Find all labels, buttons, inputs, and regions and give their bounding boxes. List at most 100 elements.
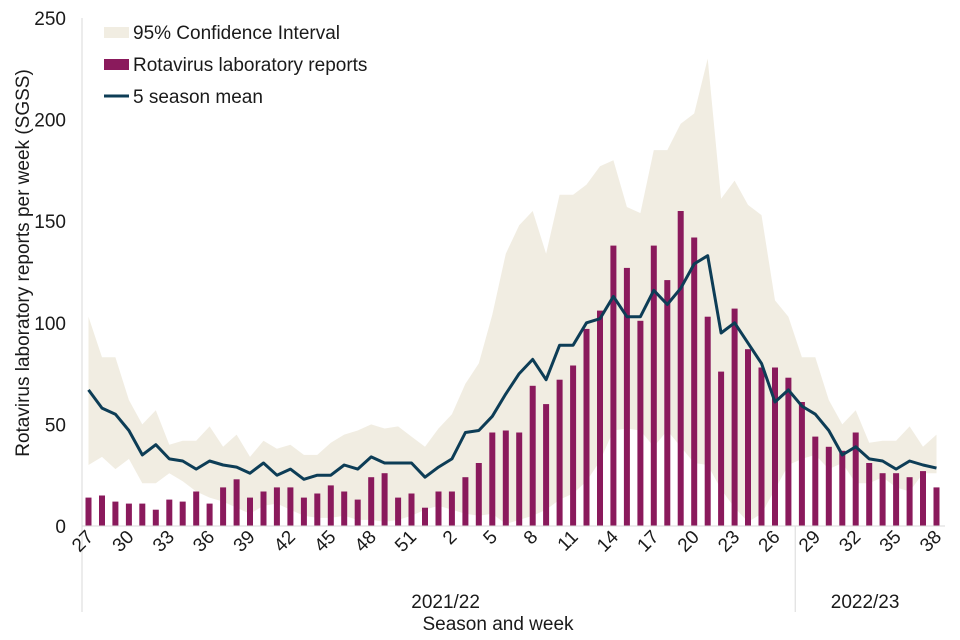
- season-label-2021-22: 2021/22: [411, 592, 480, 613]
- legend-bars-label: Rotavirus laboratory reports: [133, 55, 367, 76]
- x-tick-label-35-60: 35: [876, 527, 906, 557]
- mean-line: [87, 254, 937, 481]
- bar-week-11-36: [570, 365, 577, 526]
- x-tick-label-42-15: 42: [270, 527, 300, 557]
- y-tick-label-100: 100: [34, 314, 66, 335]
- bar-week-48-21: [368, 477, 375, 526]
- bar-week-45-18: [327, 485, 334, 526]
- bar-week-14-39: [610, 245, 617, 526]
- bar-week-50-23: [395, 497, 402, 526]
- bar-week-10-35: [556, 379, 563, 526]
- x-axis-ticks: 27 30 33 36 39 42 45 48 51 2 5 8 11 14 17 20 23 26 29 32 35 3…: [68, 526, 946, 556]
- x-tick-label-8-33: 8: [520, 527, 542, 549]
- bar-week-42-15: [287, 487, 294, 526]
- bar-week-3-28: [462, 477, 469, 526]
- confidence-interval-band: [88, 58, 937, 524]
- bar-week-30-55: [825, 446, 832, 526]
- bar-week-28-1: [99, 495, 105, 526]
- y-axis-ticks: 0 50 100 150 200 250: [34, 9, 66, 538]
- bar-week-49-22: [381, 473, 388, 526]
- bar-week-37-62: [920, 471, 926, 526]
- x-tick-label-2-27: 2: [439, 527, 461, 549]
- legend-ci-label: 95% Confidence Interval: [133, 23, 340, 44]
- bar-week-43-16: [300, 497, 307, 526]
- bar-week-16-41: [637, 320, 644, 526]
- bar-week-18-43: [664, 280, 671, 526]
- bar-week-35-60: [893, 473, 900, 526]
- bar-week-52-25: [422, 507, 428, 526]
- bar-week-36-9: [206, 503, 213, 526]
- y-tick-label-200: 200: [34, 111, 66, 132]
- bar-week-29-2: [112, 501, 119, 526]
- bar-week-7-32: [516, 432, 523, 526]
- x-tick-label-38-63: 38: [916, 527, 946, 557]
- x-tick-label-17-42: 17: [634, 527, 664, 557]
- bar-week-17-42: [650, 245, 657, 526]
- confidence-interval-layer: [88, 58, 937, 524]
- x-tick-label-20-45: 20: [674, 527, 704, 557]
- bar-week-46-19: [341, 491, 348, 526]
- bar-week-27-0: [85, 497, 92, 526]
- bar-week-24-49: [745, 349, 751, 526]
- season-labels: 2021/22 2022/23: [411, 592, 899, 613]
- x-tick-label-5-30: 5: [480, 527, 502, 549]
- legend-ci-swatch: [104, 27, 129, 38]
- bar-week-5-30: [489, 432, 496, 526]
- bar-week-37-10: [220, 487, 227, 526]
- x-tick-label-30-3: 30: [109, 527, 139, 557]
- legend-mean-label: 5 season mean: [133, 87, 263, 108]
- bar-week-13-38: [597, 310, 603, 526]
- bar-week-36-61: [906, 477, 913, 526]
- bar-week-39-12: [247, 497, 253, 526]
- bar-week-15-40: [623, 267, 630, 526]
- y-tick-label-150: 150: [34, 212, 66, 233]
- bar-week-44-17: [314, 493, 321, 526]
- y-tick-label-250: 250: [34, 9, 66, 30]
- bar-week-21-46: [704, 316, 711, 526]
- bar-week-2-27: [448, 491, 455, 526]
- bar-week-1-26: [435, 491, 442, 526]
- bar-week-51-24: [408, 493, 415, 526]
- x-tick-label-36-9: 36: [189, 527, 219, 557]
- bar-week-20-45: [691, 237, 698, 526]
- bar-week-4-29: [475, 463, 482, 526]
- bar-week-6-31: [502, 430, 509, 526]
- axes: [81, 18, 945, 612]
- x-tick-label-23-48: 23: [714, 527, 744, 557]
- bar-week-25-50: [758, 367, 765, 526]
- bar-week-30-3: [125, 503, 132, 526]
- x-tick-label-48-21: 48: [351, 527, 381, 557]
- bar-week-19-44: [677, 211, 684, 526]
- bar-series: [85, 211, 940, 526]
- bar-week-34-59: [879, 473, 886, 526]
- season-label-2022-23: 2022/23: [831, 592, 900, 613]
- bar-week-28-53: [798, 402, 805, 526]
- x-axis-title: Season and week: [422, 614, 574, 635]
- y-axis-title: Rotavirus laboratory reports per week (S…: [13, 69, 34, 457]
- bar-week-26-51: [772, 367, 778, 526]
- y-tick-label-50: 50: [45, 415, 66, 436]
- x-tick-label-45-18: 45: [311, 527, 341, 557]
- x-tick-label-29-54: 29: [795, 527, 825, 557]
- x-tick-label-51-24: 51: [391, 527, 421, 557]
- bar-week-32-57: [852, 432, 859, 526]
- bar-week-47-20: [354, 499, 361, 526]
- bar-week-22-47: [718, 371, 725, 526]
- y-tick-label-0: 0: [55, 517, 66, 538]
- bar-week-33-58: [866, 463, 873, 526]
- bar-week-23-48: [731, 308, 738, 526]
- bar-week-41-14: [273, 487, 280, 526]
- bar-week-29-54: [812, 436, 819, 526]
- legend-bars-swatch: [104, 59, 129, 70]
- bar-week-31-56: [839, 450, 846, 526]
- x-tick-label-26-51: 26: [755, 527, 785, 557]
- x-tick-label-14-39: 14: [593, 526, 623, 556]
- bar-week-27-52: [785, 377, 792, 526]
- bar-week-40-13: [260, 491, 267, 526]
- bar-week-38-63: [933, 487, 940, 526]
- mean-line-layer: [87, 254, 937, 481]
- legend: 95% Confidence Interval Rotavirus labora…: [104, 23, 367, 108]
- bar-week-8-33: [529, 385, 536, 526]
- bar-week-35-8: [193, 491, 200, 526]
